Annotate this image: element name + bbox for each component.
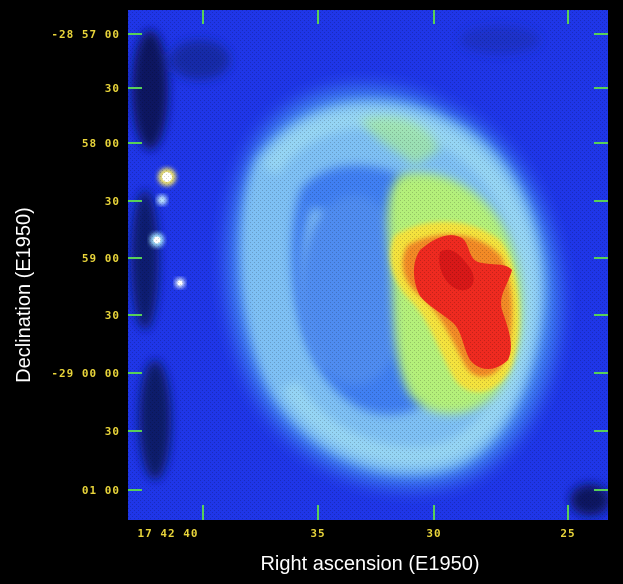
y-tick-label: 30 (105, 82, 120, 95)
emission-map (128, 10, 608, 520)
x-tick-label: 30 (426, 527, 441, 540)
dither-overlay (128, 10, 608, 520)
y-tick-label: 59 00 (82, 252, 120, 265)
x-axis-title: Right ascension (E1950) (260, 553, 479, 575)
x-tick-labels: 17 42 40 35 30 25 (138, 527, 575, 540)
x-tick-label: 25 (560, 527, 575, 540)
y-axis-title: Declination (E1950) (13, 207, 35, 383)
y-tick-label: 58 00 (82, 137, 120, 150)
tick-marks (128, 10, 608, 520)
y-tick-label: -29 00 00 (51, 367, 120, 380)
y-tick-label: 01 00 (82, 484, 120, 497)
x-tick-label: 35 (310, 527, 325, 540)
y-tick-labels: -28 57 00 30 58 00 30 59 00 30 -29 00 00… (51, 28, 120, 497)
y-tick-label: 30 (105, 309, 120, 322)
y-tick-label: 30 (105, 195, 120, 208)
y-tick-label: -28 57 00 (51, 28, 120, 41)
x-tick-label: 17 42 40 (138, 527, 199, 540)
y-tick-label: 30 (105, 425, 120, 438)
